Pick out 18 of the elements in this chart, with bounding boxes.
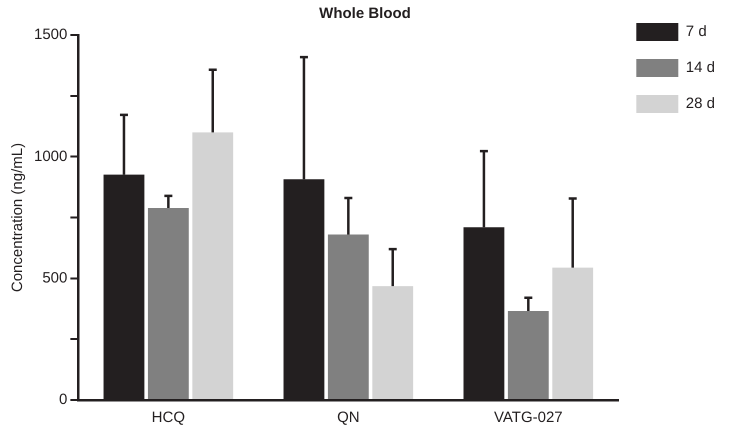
y-axis-title: Concentration (ng/mL) xyxy=(9,142,26,292)
y-tick-label: 1500 xyxy=(34,26,68,44)
y-tick-label: 500 xyxy=(42,269,68,286)
y-tick-label: 1000 xyxy=(34,148,68,165)
legend-label: 14 d xyxy=(686,59,716,76)
legend-label: 7 d xyxy=(686,23,707,40)
x-tick-label: VATG-027 xyxy=(494,409,563,426)
bar xyxy=(508,310,549,399)
x-tick-label: QN xyxy=(337,409,360,426)
bar xyxy=(552,268,594,399)
legend-label: 28 d xyxy=(686,95,716,112)
bar xyxy=(192,132,234,399)
x-tick-label: HCQ xyxy=(152,409,186,426)
y-tick-label: 0 xyxy=(59,391,68,408)
bar xyxy=(148,208,189,399)
chart-title: Whole Blood xyxy=(319,5,411,22)
bar xyxy=(372,286,414,399)
bar xyxy=(328,234,369,399)
